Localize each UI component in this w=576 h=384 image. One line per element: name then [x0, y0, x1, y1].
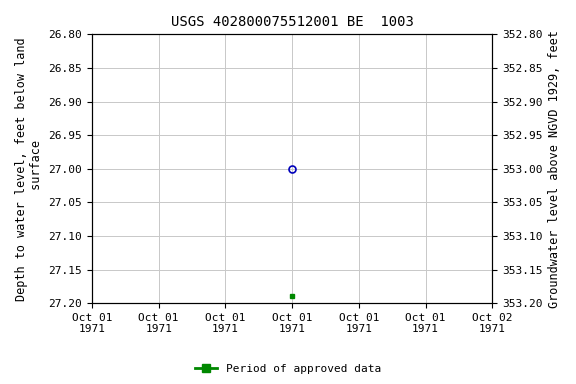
Title: USGS 402800075512001 BE  1003: USGS 402800075512001 BE 1003	[170, 15, 414, 29]
Y-axis label: Depth to water level, feet below land
 surface: Depth to water level, feet below land su…	[15, 37, 43, 301]
Legend: Period of approved data: Period of approved data	[191, 359, 385, 379]
Y-axis label: Groundwater level above NGVD 1929, feet: Groundwater level above NGVD 1929, feet	[548, 30, 561, 308]
